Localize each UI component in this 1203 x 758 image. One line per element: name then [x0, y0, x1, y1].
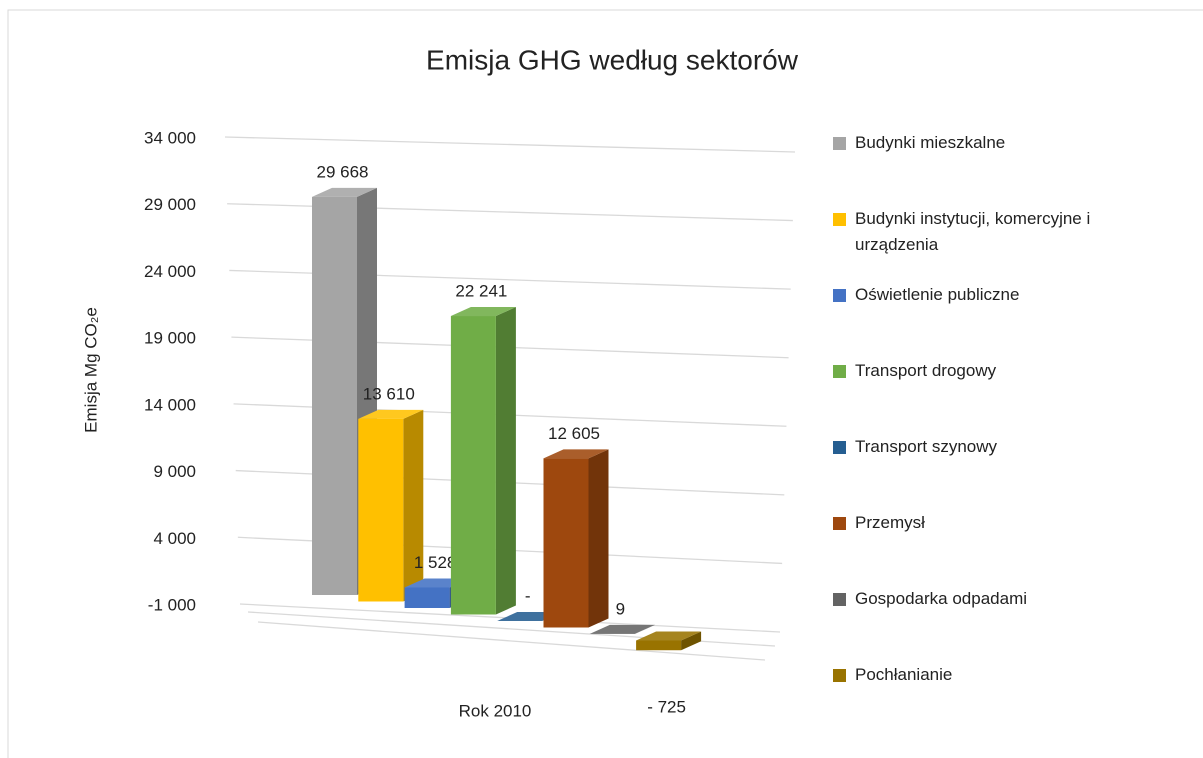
y-tick-label: -1 000 — [148, 595, 196, 614]
legend-label: Oświetlenie publiczne — [855, 285, 1020, 304]
bar-side — [634, 624, 655, 634]
data-label: 22 241 — [455, 282, 507, 301]
bar-top — [543, 449, 609, 459]
bar — [404, 587, 450, 608]
bar-side — [588, 449, 609, 628]
floor-line — [257, 621, 766, 661]
legend-label: Pochłanianie — [855, 665, 953, 684]
legend-entry: Transport szynowy — [833, 434, 1163, 510]
grid-line — [224, 136, 796, 153]
bar — [358, 418, 404, 602]
legend-swatch — [833, 517, 846, 530]
legend-entry: Budynki mieszkalne — [833, 130, 1163, 206]
bar-side — [681, 631, 702, 651]
legend-swatch — [833, 137, 846, 150]
y-tick-label: 19 000 — [144, 329, 196, 348]
data-label: 29 668 — [317, 162, 369, 181]
y-tick-label: 34 000 — [144, 128, 196, 147]
bar-top — [636, 631, 702, 641]
legend-swatch — [833, 669, 846, 682]
y-tick-label: 24 000 — [144, 262, 196, 281]
y-tick-label: 29 000 — [144, 195, 196, 214]
y-axis-label: Emisja Mg CO₂e — [81, 307, 100, 433]
data-label: 1 528 — [414, 553, 457, 572]
legend-entry: Budynki instytucji, komercyjne i urządze… — [833, 206, 1163, 282]
legend: Budynki mieszkalne Budynki instytucji, ko… — [833, 130, 1163, 738]
legend-entry: Przemysł — [833, 510, 1163, 586]
legend-entry: Pochłanianie — [833, 662, 1163, 738]
legend-entry: Oświetlenie publiczne — [833, 282, 1163, 358]
bar-top — [312, 187, 377, 197]
bar-side — [403, 409, 424, 602]
bar — [312, 196, 357, 595]
data-label: - 725 — [647, 698, 686, 717]
bar-side — [495, 307, 516, 615]
legend-swatch — [833, 365, 846, 378]
data-label: 13 610 — [363, 384, 415, 403]
legend-swatch — [833, 441, 846, 454]
y-tick-label: 9 000 — [153, 462, 196, 481]
legend-swatch — [833, 289, 846, 302]
legend-label: Przemysł — [855, 513, 925, 532]
bar — [636, 640, 682, 651]
bar-top — [450, 307, 516, 317]
bar-top — [589, 624, 655, 634]
legend-label: Transport szynowy — [855, 437, 998, 456]
legend-label: Budynki mieszkalne — [855, 133, 1006, 152]
bar-top — [358, 409, 424, 419]
legend-label: Budynki instytucji, komercyjne i urządze… — [855, 209, 1091, 254]
bar — [450, 316, 496, 615]
chart-title: Emisja GHG według sektorów — [426, 44, 799, 75]
legend-entry: Transport drogowy — [833, 358, 1163, 434]
data-label: 9 — [616, 599, 625, 618]
bar — [543, 458, 589, 628]
y-tick-label: 14 000 — [144, 395, 196, 414]
legend-entry: Gospodarka odpadami — [833, 586, 1163, 662]
x-tick-label: Rok 2010 — [459, 701, 532, 720]
legend-label: Transport drogowy — [855, 361, 997, 380]
legend-swatch — [833, 593, 846, 606]
data-label: 12 605 — [548, 424, 600, 443]
frame — [7, 9, 1203, 758]
y-tick-label: 4 000 — [153, 529, 196, 548]
legend-label: Gospodarka odpadami — [855, 589, 1028, 608]
data-label: - — [525, 586, 531, 605]
legend-swatch — [833, 213, 846, 226]
